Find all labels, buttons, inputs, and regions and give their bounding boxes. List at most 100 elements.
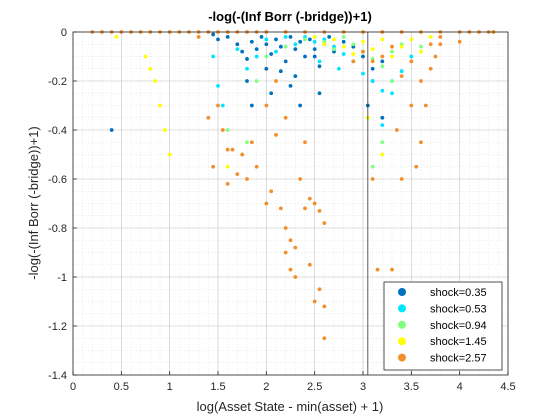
x-tick-label: 0.5 <box>114 381 129 393</box>
data-point <box>230 147 235 152</box>
data-point <box>409 54 414 59</box>
data-point <box>322 221 327 226</box>
y-tick-label: -0.2 <box>48 76 67 88</box>
data-point <box>225 164 230 169</box>
data-point <box>143 54 148 59</box>
data-point <box>264 201 269 206</box>
data-point <box>428 35 433 39</box>
data-point <box>283 115 288 120</box>
data-point <box>399 74 404 78</box>
data-point <box>225 147 230 152</box>
data-point <box>153 79 158 83</box>
data-point <box>264 42 269 47</box>
legend-marker <box>398 353 406 362</box>
data-point <box>327 35 332 39</box>
data-point <box>409 59 414 64</box>
x-tick-label: 3 <box>360 381 366 393</box>
data-point <box>428 42 433 47</box>
legend-label: shock=0.35 <box>430 287 487 299</box>
data-point <box>288 267 293 272</box>
y-axis-ticks: 0 -0.2 -0.4 -0.6 -0.8 -1 -1.2 -1.4 <box>48 27 77 382</box>
data-point <box>380 152 385 157</box>
data-point <box>254 164 259 169</box>
data-point <box>240 152 245 157</box>
data-point <box>317 287 322 292</box>
y-tick-label: -1 <box>57 272 67 284</box>
data-point <box>351 42 356 47</box>
data-point <box>312 39 317 44</box>
data-point <box>390 79 394 83</box>
x-tick-label: 4 <box>457 381 463 393</box>
data-point <box>394 128 399 132</box>
y-tick-label: -0.6 <box>48 174 67 186</box>
data-point <box>380 54 385 59</box>
data-point <box>274 133 278 137</box>
data-point <box>361 71 365 76</box>
series-2 <box>211 35 414 127</box>
data-point <box>196 35 201 39</box>
data-point <box>235 47 240 52</box>
legend-label: shock=0.53 <box>430 303 487 315</box>
data-point <box>351 52 356 56</box>
data-point <box>278 44 283 49</box>
data-point <box>419 44 423 49</box>
data-point <box>293 74 298 78</box>
data-point <box>283 226 288 230</box>
data-point <box>380 64 385 69</box>
data-point <box>254 47 259 52</box>
data-point <box>399 69 404 74</box>
data-point <box>380 140 385 145</box>
y-tick-label: 0 <box>61 27 67 39</box>
data-point <box>259 35 264 39</box>
data-point <box>249 39 254 44</box>
plot-frame <box>72 31 509 376</box>
data-point <box>245 57 249 61</box>
data-point <box>361 39 365 44</box>
legend-marker <box>398 288 406 296</box>
legend-marker <box>398 304 406 313</box>
data-point <box>419 140 423 145</box>
legend-marker <box>398 320 406 329</box>
data-point <box>341 39 346 44</box>
data-point <box>317 59 322 64</box>
data-point <box>419 49 423 54</box>
data-point <box>298 39 303 44</box>
data-point <box>220 128 225 132</box>
data-point <box>274 49 278 54</box>
legend-label: shock=2.57 <box>430 353 487 365</box>
data-point <box>312 54 317 59</box>
data-point <box>278 206 283 211</box>
x-tick-label: 2.5 <box>307 381 322 393</box>
data-point <box>249 140 254 145</box>
data-point <box>303 37 307 42</box>
data-point <box>322 304 327 309</box>
data-point <box>245 177 249 181</box>
legend-marker <box>398 337 406 346</box>
data-point <box>235 42 240 47</box>
data-point <box>216 84 220 88</box>
data-point <box>303 206 307 211</box>
series-5 <box>90 30 496 341</box>
data-point <box>220 103 225 108</box>
data-point <box>114 35 119 39</box>
data-point <box>370 79 375 83</box>
data-point <box>264 54 269 59</box>
data-point <box>399 177 404 181</box>
data-point <box>264 103 269 108</box>
x-tick-label: 1.5 <box>210 381 225 393</box>
data-point <box>288 238 293 243</box>
data-point <box>162 128 167 132</box>
x-tick-label: 3.5 <box>404 381 419 393</box>
data-point <box>274 79 278 83</box>
data-point <box>298 103 303 108</box>
x-axis-ticks: 0 0.5 1 1.5 2 2.5 3 3.5 4 4.5 <box>70 371 516 393</box>
data-point <box>312 47 317 52</box>
data-point <box>211 32 216 37</box>
data-point <box>370 47 375 52</box>
data-point <box>380 37 385 42</box>
data-point <box>235 172 240 177</box>
data-point <box>317 64 322 69</box>
data-point <box>211 54 216 59</box>
